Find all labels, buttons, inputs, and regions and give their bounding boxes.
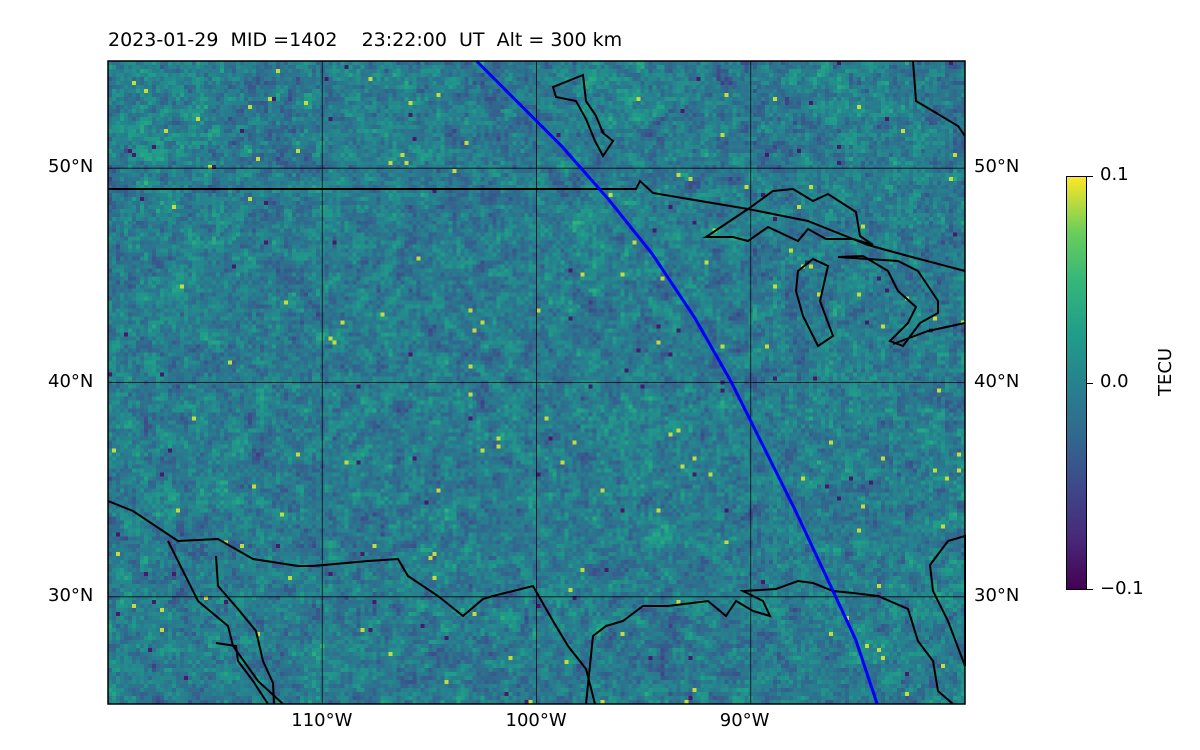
coastlines-and-borders bbox=[107, 60, 966, 705]
plot-title: 2023-01-29 MID =1402 23:22:00 UT Alt = 3… bbox=[108, 29, 623, 51]
colorbar bbox=[1066, 176, 1087, 590]
satellite-track bbox=[475, 59, 879, 705]
colorbar-tick-label: 0.1 bbox=[1100, 164, 1129, 185]
latitude-tick-label-right: 50°N bbox=[974, 156, 1020, 178]
colorbar-label: TECU bbox=[1155, 347, 1176, 396]
longitude-tick-label: 90°W bbox=[719, 710, 770, 731]
lake-erie bbox=[892, 322, 966, 345]
baja-coast bbox=[167, 540, 284, 705]
latitude-tick-label-left: 50°N bbox=[48, 156, 94, 178]
baja-peninsula bbox=[215, 642, 269, 705]
longitude-tick-label: 100°W bbox=[505, 710, 567, 731]
gulf-coast bbox=[585, 579, 954, 705]
graticule bbox=[108, 61, 965, 704]
latitude-tick-label-left: 30°N bbox=[48, 584, 94, 606]
colorbar-tick-mark bbox=[1087, 176, 1093, 177]
colorbar-tick-mark bbox=[1087, 589, 1093, 590]
map-frame bbox=[107, 60, 966, 705]
us-mexico-border bbox=[107, 500, 596, 705]
map-overlay bbox=[107, 59, 966, 705]
latitude-tick-label-right: 40°N bbox=[974, 370, 1020, 392]
northeast-border bbox=[912, 60, 966, 137]
lake-superior bbox=[702, 187, 874, 246]
lake-michigan bbox=[794, 257, 835, 348]
longitude-tick-label: 110°W bbox=[291, 710, 353, 731]
latitude-tick-label-right: 30°N bbox=[974, 584, 1020, 606]
florida-coast bbox=[928, 534, 966, 667]
colorbar-tick-label: 0.0 bbox=[1100, 371, 1129, 392]
lake-outline bbox=[551, 73, 615, 158]
colorbar-tick-mark bbox=[1087, 383, 1093, 384]
latitude-tick-label-left: 40°N bbox=[48, 370, 94, 392]
gulf-of-california bbox=[215, 555, 275, 705]
map-panel bbox=[107, 59, 966, 705]
colorbar-tick-label: −0.1 bbox=[1100, 578, 1144, 599]
